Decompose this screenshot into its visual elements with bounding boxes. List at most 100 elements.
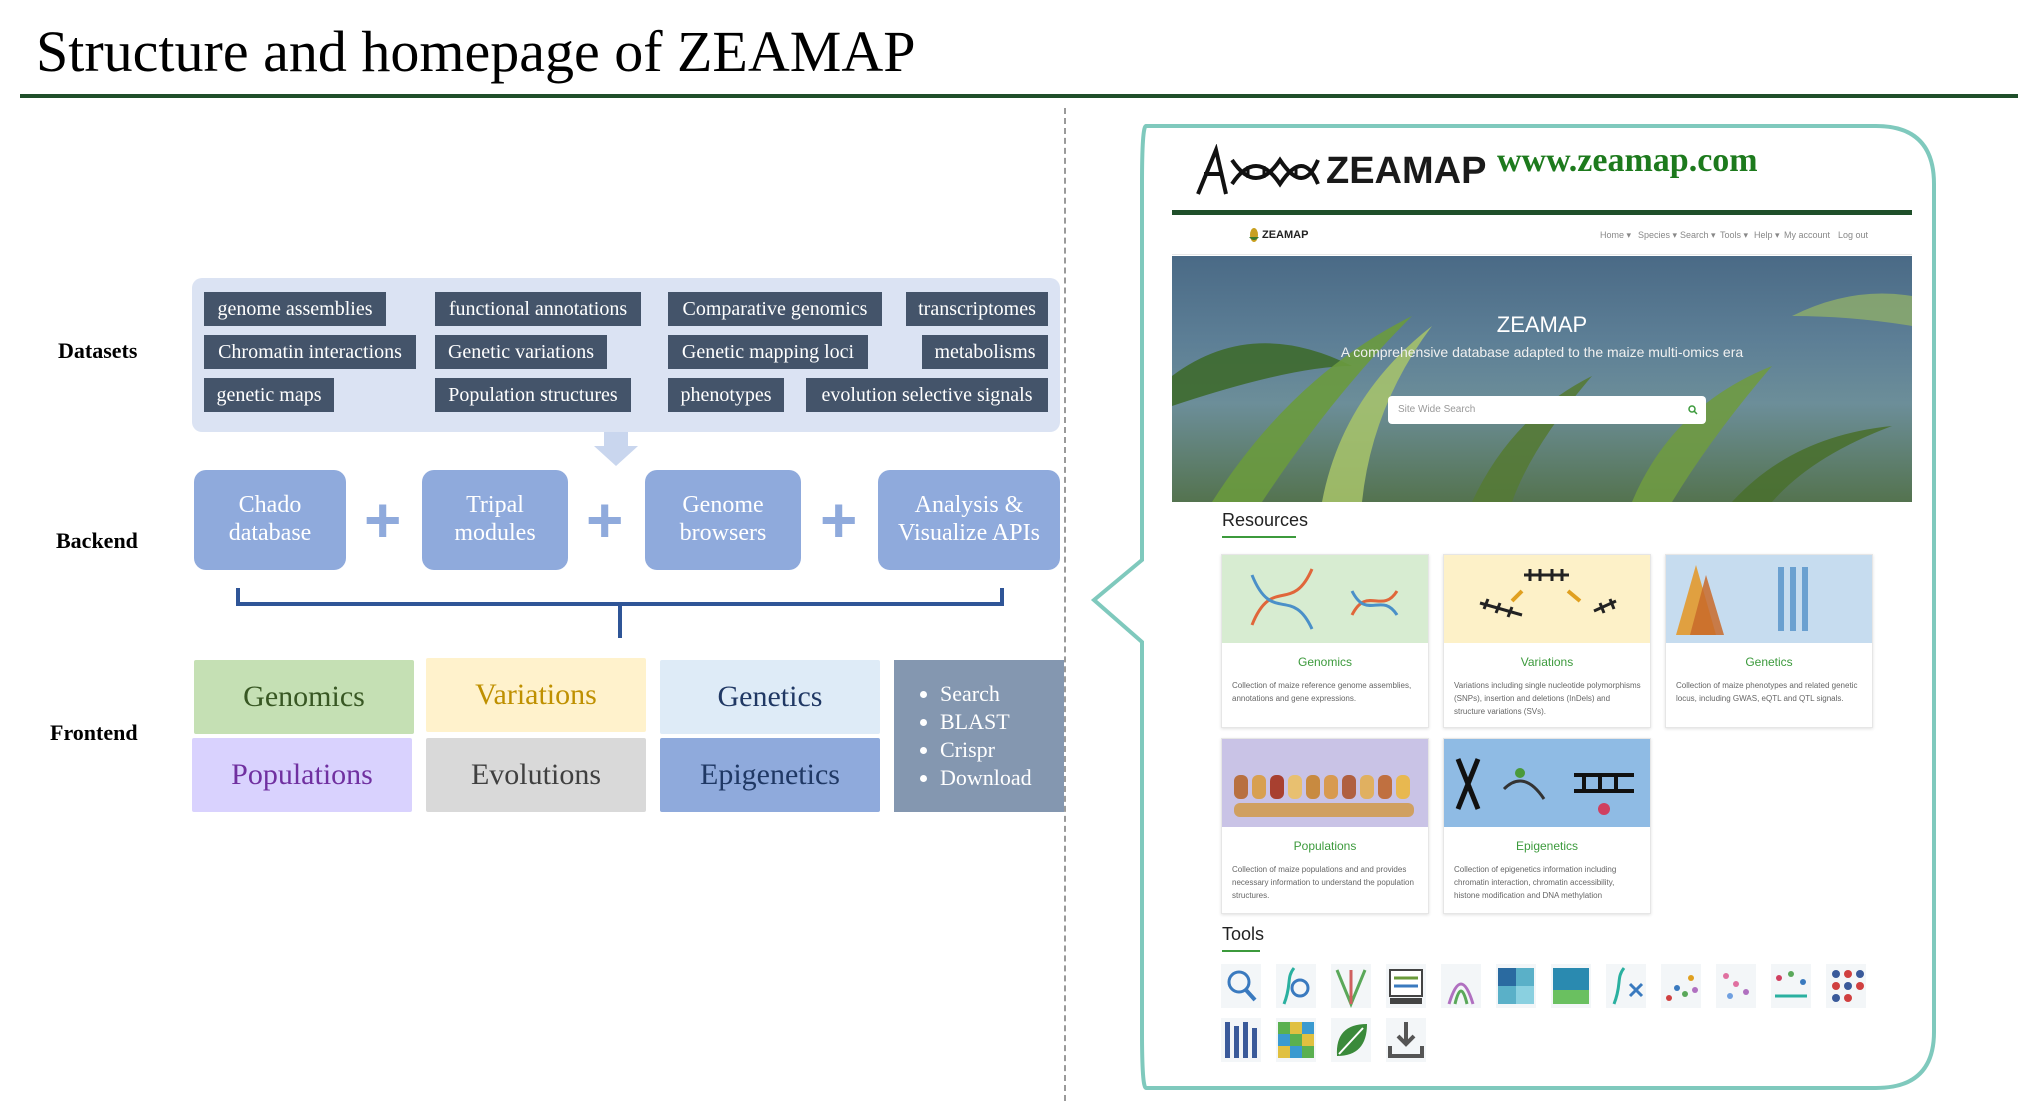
resource-card-epigenetics[interactable]: Epigenetics Collection of epigenetics in… [1443, 738, 1651, 914]
populations-image [1222, 739, 1428, 827]
tool-download-icon[interactable] [1386, 1018, 1426, 1062]
corn-leaves-image [1172, 293, 1912, 502]
backend-line: Chado [238, 492, 302, 519]
dataset-tag: evolution selective signals [806, 378, 1048, 412]
tool-gwas-icon[interactable] [1771, 964, 1811, 1008]
tool-primer-icon[interactable] [1606, 964, 1646, 1008]
site-navbar [1172, 218, 1912, 255]
nav-help[interactable]: Help ▾ [1754, 230, 1780, 240]
backend-line: Visualize APIs [898, 520, 1040, 546]
frontend-genetics: Genetics [660, 660, 880, 734]
tool-expression-icon[interactable] [1551, 964, 1591, 1008]
nav-species[interactable]: Species ▾ [1638, 230, 1678, 240]
nav-brand[interactable]: ZEAMAP [1262, 229, 1309, 241]
frontend-populations: Populations [192, 738, 412, 812]
variations-image [1444, 555, 1650, 643]
variation-icon [1479, 569, 1617, 618]
backend-tripal: Tripal modules [422, 470, 568, 570]
dataset-tag: Genetic mapping loci [668, 335, 868, 369]
hero-banner [1172, 256, 1912, 502]
backend-apis: Analysis & Visualize APIs [878, 470, 1060, 570]
tool-scatter-icon[interactable] [1661, 964, 1701, 1008]
site-search-input[interactable] [1388, 396, 1706, 424]
tool-karyotype-icon[interactable] [1221, 1018, 1261, 1062]
resource-card-genetics[interactable]: Genetics Collection of maize phenotypes … [1665, 554, 1873, 728]
tools-underline [1222, 950, 1260, 952]
dataset-tag: genome assemblies [204, 292, 386, 326]
zeamap-logo-icon [1196, 144, 1320, 195]
tool-download-item: Download [940, 764, 1064, 792]
page-title: Structure and homepage of ZEAMAP [36, 19, 916, 84]
hero-title: ZEAMAP [1496, 312, 1588, 337]
tool-crispr-item: Crispr [940, 736, 1064, 764]
tool-synteny-icon[interactable] [1441, 964, 1481, 1008]
down-arrow-icon [594, 432, 638, 466]
tool-blast-icon[interactable] [1276, 964, 1316, 1008]
backend-genome-browsers: Genome browsers [645, 470, 801, 570]
backend-line: Genome [682, 492, 764, 519]
genetics-image [1666, 555, 1872, 643]
backend-chado: Chado database [194, 470, 346, 570]
epigenetics-icon [1455, 758, 1634, 815]
title-underline [20, 94, 2018, 98]
plus-icon: + [586, 484, 624, 556]
nav-tools[interactable]: Tools ▾ [1720, 230, 1749, 240]
card-title: Genomics [1297, 655, 1353, 669]
nav-search[interactable]: Search ▾ [1680, 230, 1716, 240]
dataset-tag: transcriptomes [906, 292, 1048, 326]
dataset-tag: functional annotations [435, 292, 641, 326]
epigenetics-image [1444, 739, 1650, 827]
resource-card-genomics[interactable]: Genomics Collection of maize reference g… [1221, 554, 1429, 728]
tool-jbrowse-icon[interactable] [1386, 964, 1426, 1008]
card-description: Collection of maize phenotypes and relat… [1676, 681, 1858, 703]
backend-label: Backend [56, 528, 138, 553]
dataset-tag: Population structures [435, 378, 631, 412]
resource-card-populations[interactable]: Populations Collection of maize populati… [1221, 738, 1429, 914]
dataset-tag: metabolisms [922, 335, 1048, 369]
tool-search-item: Search [940, 680, 1064, 708]
card-title: Variations [1520, 655, 1574, 669]
search-icon[interactable] [1688, 405, 1698, 415]
corn-ears-icon [1234, 775, 1414, 817]
frontend-genomics: Genomics [194, 660, 414, 734]
chromosome-icon [1676, 565, 1808, 635]
tool-crispr-icon[interactable] [1331, 964, 1371, 1008]
nav-home[interactable]: Home ▾ [1600, 230, 1632, 240]
nav-log-out[interactable]: Log out [1838, 230, 1869, 240]
tool-grid-icon[interactable] [1276, 1018, 1316, 1062]
resources-underline [1222, 536, 1296, 538]
dataset-tag: Chromatin interactions [204, 335, 416, 369]
backend-line: browsers [679, 520, 767, 546]
dataset-tag: genetic maps [204, 378, 334, 412]
resources-heading: Resources [1222, 510, 1309, 530]
bracket-icon [236, 588, 1004, 638]
card-title: Epigenetics [1515, 839, 1579, 853]
backend-line: Analysis & [914, 492, 1024, 519]
hero-subtitle: A comprehensive database adapted to the … [1340, 344, 1744, 360]
maize-logo-icon [1249, 228, 1259, 242]
frontend-label: Frontend [50, 720, 138, 745]
card-description: Collection of epigenetics information in… [1454, 865, 1617, 900]
tool-heatmap-icon[interactable] [1496, 964, 1536, 1008]
datasets-label: Datasets [58, 338, 138, 363]
tool-blast-item: BLAST [940, 708, 1064, 736]
section-divider [1064, 108, 1066, 1101]
tools-heading: Tools [1222, 924, 1265, 944]
tool-ld-icon[interactable] [1826, 964, 1866, 1008]
card-title: Genetics [1745, 655, 1793, 669]
card-description: Collection of maize reference genome ass… [1232, 681, 1412, 703]
backend-line: modules [454, 520, 536, 546]
tool-leaf-icon[interactable] [1331, 1018, 1371, 1062]
card-title: Populations [1293, 839, 1357, 853]
dataset-tag: Genetic variations [435, 335, 607, 369]
tool-dotplot-icon[interactable] [1716, 964, 1756, 1008]
site-top-bar [1172, 210, 1912, 215]
zeamap-url[interactable]: www.zeamap.com [1497, 142, 1758, 179]
genomics-image [1222, 555, 1428, 643]
card-description: Variations including single nucleotide p… [1454, 681, 1641, 716]
resource-card-variations[interactable]: Variations Variations including single n… [1443, 554, 1651, 728]
nav-my-account[interactable]: My account [1784, 230, 1831, 240]
frontend-evolutions: Evolutions [426, 738, 646, 812]
dataset-tag: Comparative genomics [668, 292, 882, 326]
tool-search-icon[interactable] [1221, 964, 1261, 1008]
